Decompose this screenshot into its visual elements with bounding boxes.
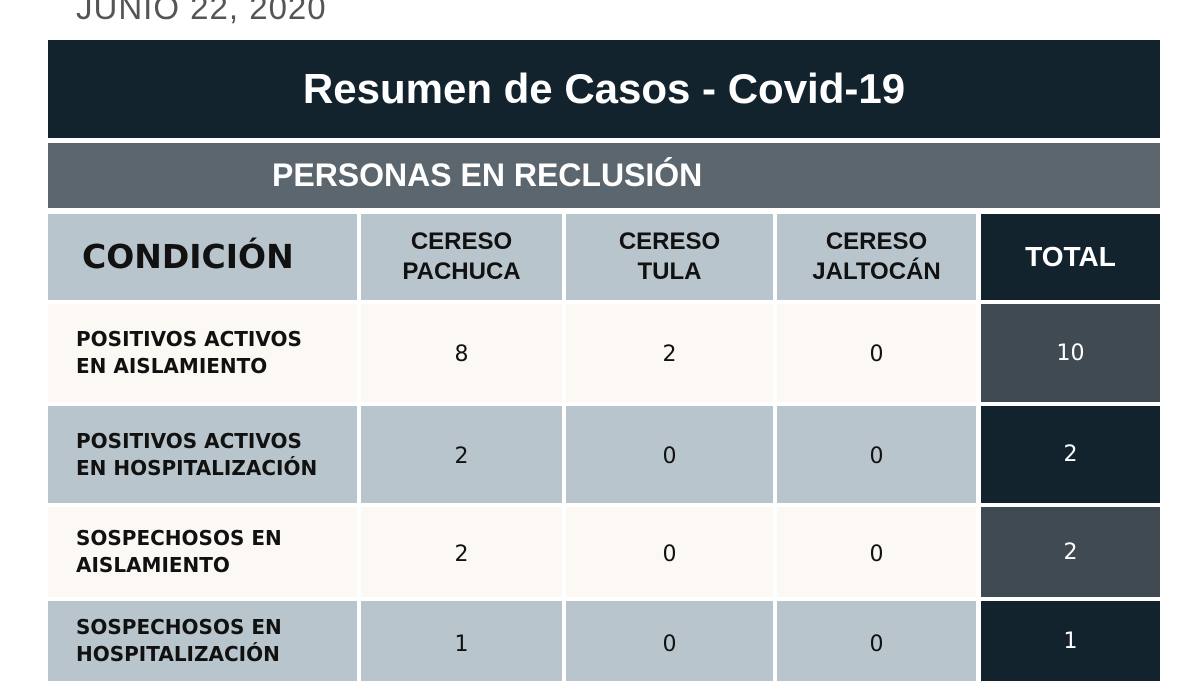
- date: JUNIO 22, 2020: [76, 0, 327, 26]
- cell-value: 0: [777, 406, 976, 503]
- cell-value: 10: [981, 304, 1160, 402]
- row-label: SOSPECHOSOS EN HOSPITALIZACIÓN: [48, 601, 357, 681]
- cell-value: 0: [777, 507, 976, 597]
- subtitle: PERSONAS EN RECLUSIÓN: [48, 143, 1160, 208]
- cell-value: 2: [566, 304, 773, 402]
- cell-value: 0: [566, 507, 773, 597]
- cell-value: 0: [777, 304, 976, 402]
- header-cell: CERESO PACHUCA: [361, 214, 562, 300]
- cell-value: 2: [981, 507, 1160, 597]
- header-cell: TOTAL: [981, 214, 1160, 300]
- cell-value: 2: [981, 406, 1160, 503]
- cell-value: 2: [361, 507, 562, 597]
- header-condition: CONDICIÓN: [48, 214, 357, 300]
- cell-value: 0: [777, 601, 976, 681]
- row-label: POSITIVOS ACTIVOS EN AISLAMIENTO: [48, 304, 357, 402]
- cell-value: 2: [361, 406, 562, 503]
- row-label: SOSPECHOSOS EN AISLAMIENTO: [48, 507, 357, 597]
- title: Resumen de Casos - Covid-19: [48, 40, 1160, 138]
- header-cell: CERESO JALTOCÁN: [777, 214, 976, 300]
- cell-value: 1: [361, 601, 562, 681]
- cell-value: 1: [981, 601, 1160, 681]
- cell-value: 0: [566, 406, 773, 503]
- row-label: POSITIVOS ACTIVOS EN HOSPITALIZACIÓN: [48, 406, 357, 503]
- header-cell: CERESO TULA: [566, 214, 773, 300]
- cell-value: 8: [361, 304, 562, 402]
- cell-value: 0: [566, 601, 773, 681]
